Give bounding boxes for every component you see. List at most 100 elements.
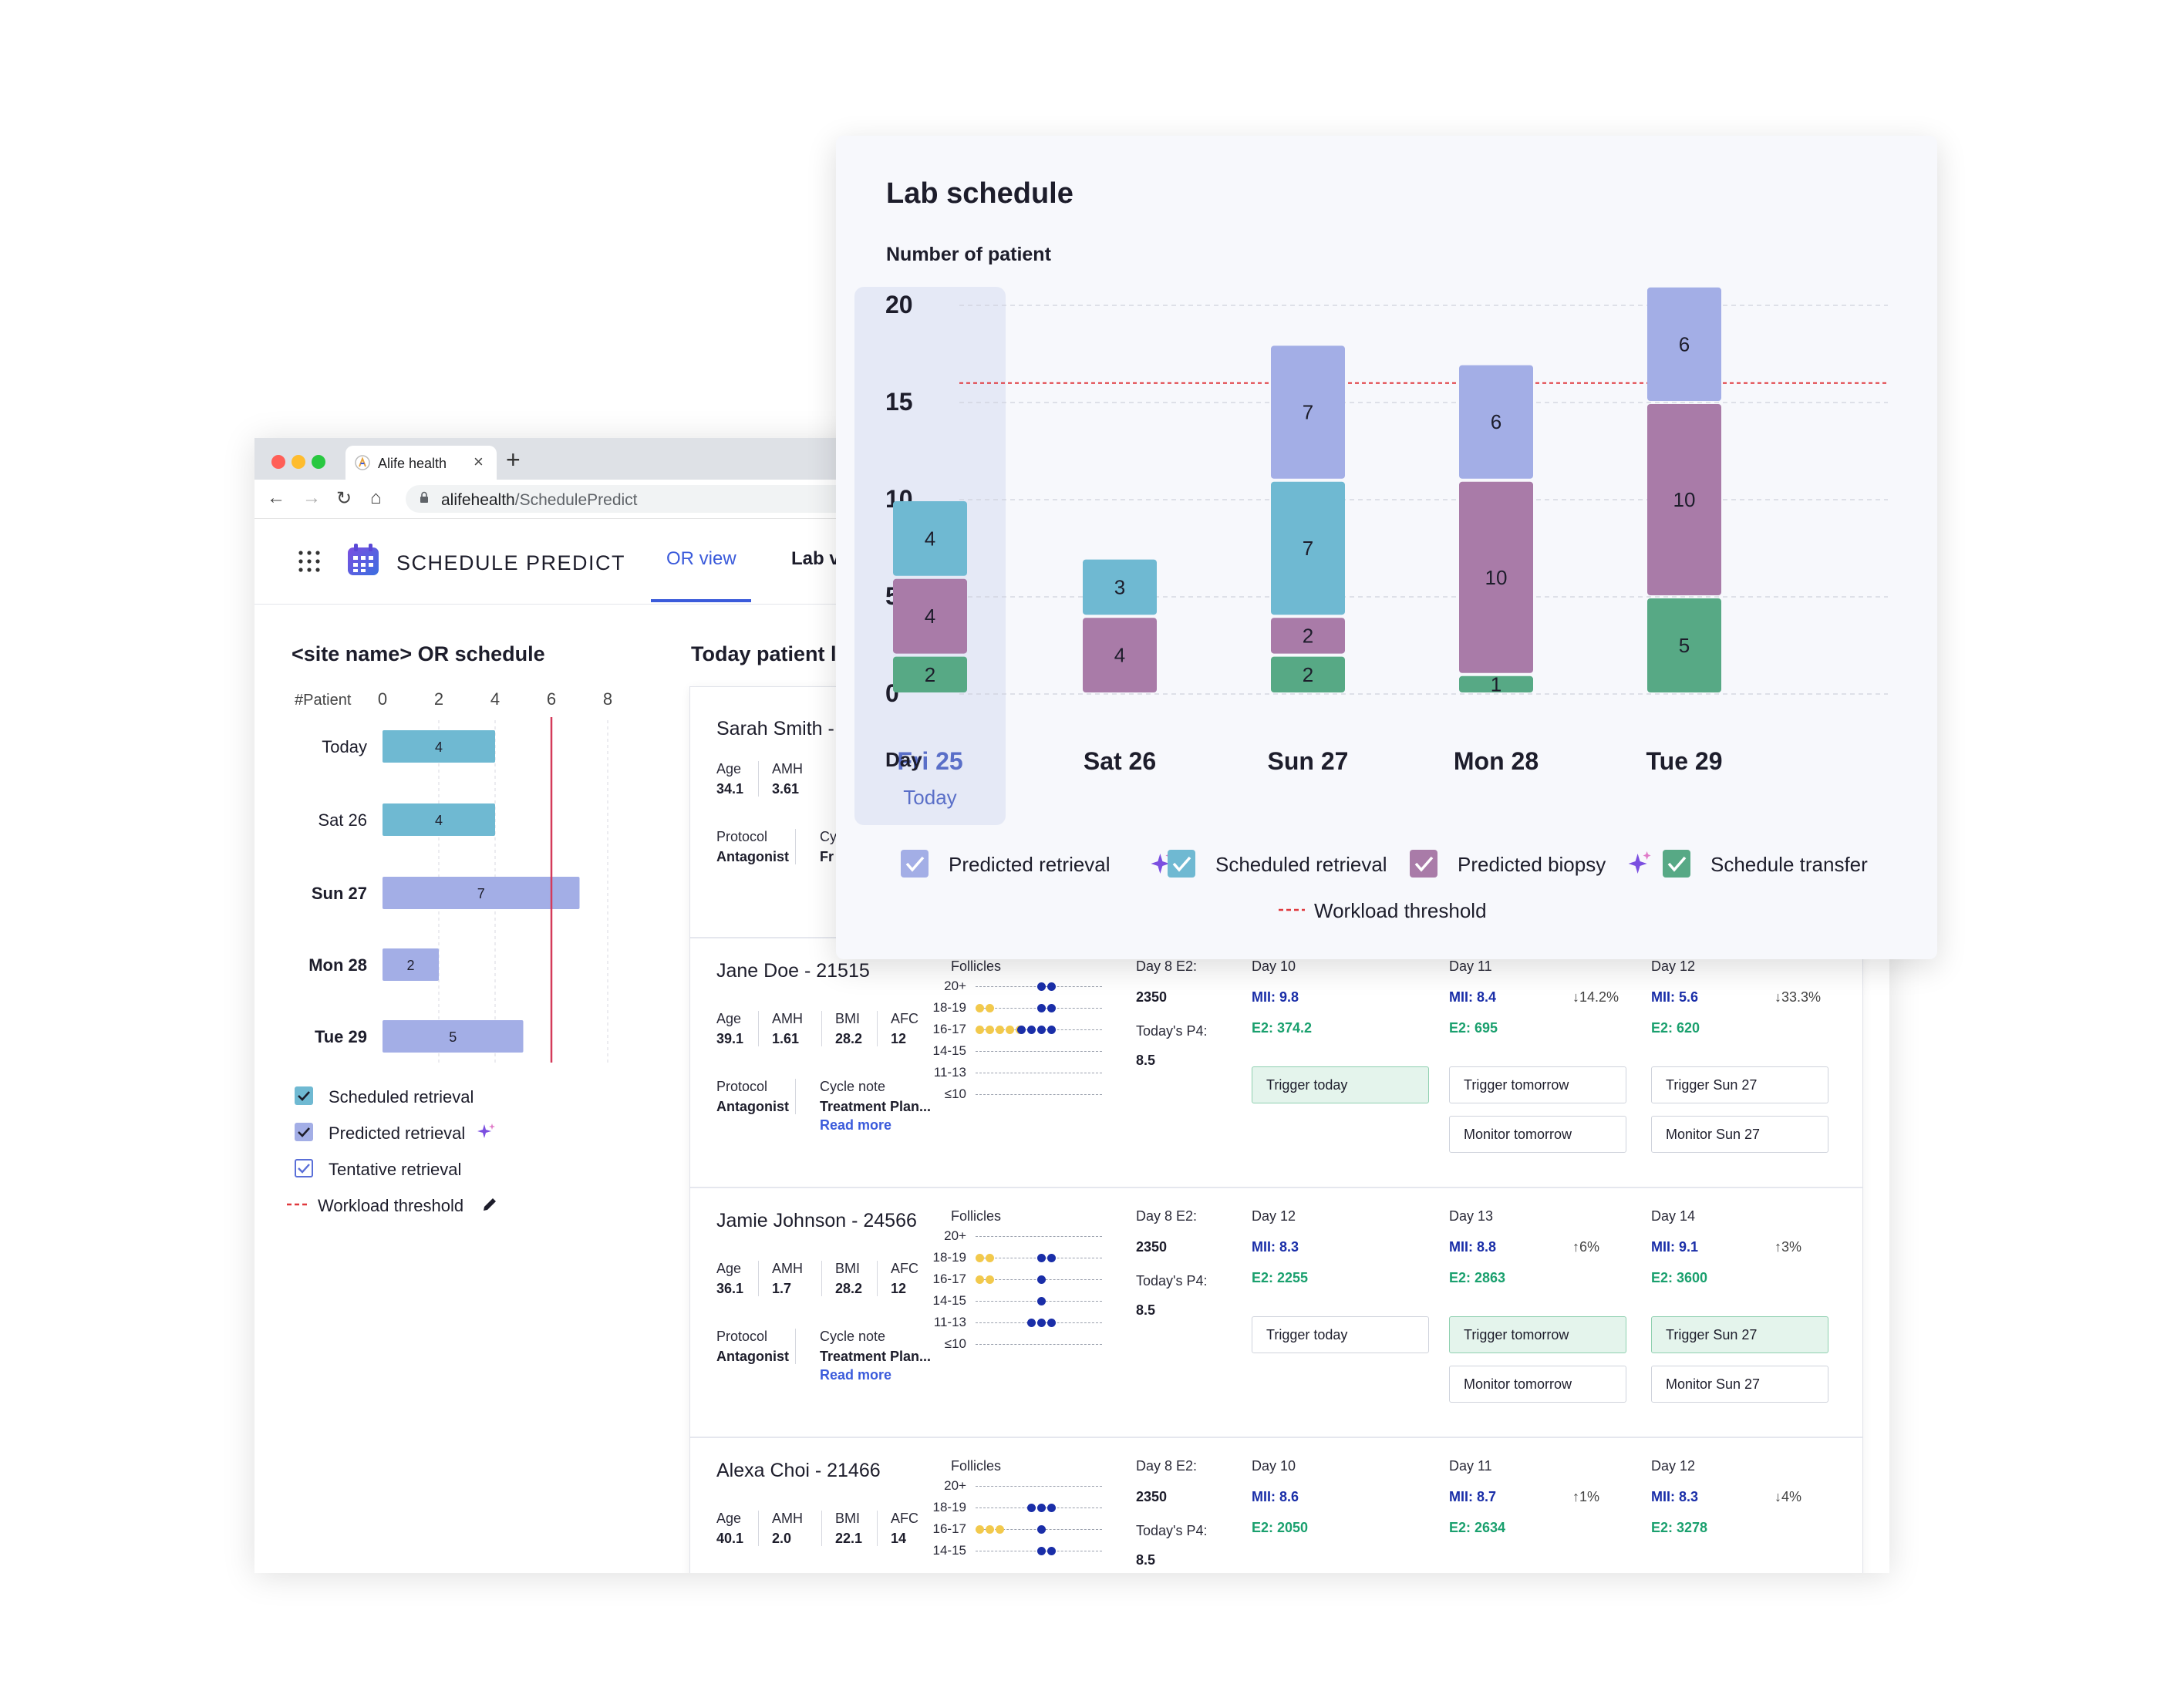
dashed-line-icon [287, 1203, 310, 1206]
bar-segment[interactable] [1083, 559, 1157, 615]
x-tick-label: Fri 25 [897, 747, 962, 775]
legend-checkbox[interactable] [1168, 850, 1195, 878]
tab-or-view[interactable]: OR view [666, 548, 736, 569]
bmi-value: 28.2 [835, 1281, 863, 1296]
legend-label: Workload threshold [318, 1196, 464, 1215]
legend-checkbox[interactable] [1410, 850, 1437, 878]
checkbox-tentative-retrieval[interactable] [295, 1159, 313, 1177]
mii-value: MII: 8.3 [1252, 1239, 1299, 1255]
bar-segment[interactable] [1647, 598, 1721, 692]
tab-title: Alife health [378, 456, 447, 471]
row-label: Sat 26 [318, 810, 367, 830]
action-button[interactable]: Trigger today [1252, 1066, 1429, 1103]
read-more-link[interactable]: Read more [820, 1367, 892, 1383]
action-button[interactable]: Monitor Sun 27 [1651, 1366, 1828, 1403]
bar-segment[interactable] [893, 656, 967, 692]
follicle-dot-blue [1037, 1275, 1046, 1284]
reload-icon[interactable]: ↻ [336, 488, 352, 509]
action-button[interactable]: Monitor tomorrow [1449, 1366, 1626, 1403]
action-button[interactable]: Monitor Sun 27 [1651, 1116, 1828, 1153]
e2-prediction: E2: 2634 [1449, 1520, 1506, 1535]
afc-label: AFC [891, 1011, 918, 1026]
read-more-link[interactable]: Read more [820, 1117, 892, 1133]
bar-segment[interactable] [1083, 618, 1157, 692]
back-arrow-icon[interactable]: ← [267, 487, 285, 508]
day-label: Day 12 [1651, 1458, 1696, 1474]
patient-row[interactable]: Jane Doe - 21515 Age 39.1 AMH 1.61 BMI 28.2 AFC… [690, 937, 1862, 1188]
p4-value: 8.5 [1136, 1053, 1156, 1068]
bar-segment[interactable] [1459, 481, 1533, 673]
bar-segment[interactable] [1271, 618, 1345, 654]
tick-label: 4 [490, 689, 500, 709]
legend-checkbox[interactable] [901, 850, 929, 878]
trend-value: ↑3% [1775, 1239, 1802, 1255]
bar-segment[interactable] [1271, 481, 1345, 615]
sparkle-icon [1643, 851, 1651, 860]
patient-name[interactable]: Sarah Smith - [716, 718, 834, 739]
home-icon[interactable]: ⌂ [370, 487, 382, 508]
bar-segment[interactable] [1459, 365, 1533, 479]
age-value: 36.1 [716, 1281, 744, 1296]
follicle-dot-yellow [976, 1275, 984, 1284]
cycle-note-label: Cy [820, 829, 837, 844]
action-button[interactable]: Trigger tomorrow [1449, 1066, 1626, 1103]
amh-value: 1.61 [772, 1031, 800, 1046]
follicle-dot-blue [1037, 1525, 1046, 1534]
bar[interactable] [383, 877, 580, 909]
close-window-icon[interactable] [271, 455, 285, 469]
p4-label: Today's P4: [1136, 1023, 1208, 1039]
url-text: alifehealth/SchedulePredict [441, 491, 638, 510]
action-button[interactable]: Trigger Sun 27 [1651, 1066, 1828, 1103]
tab-lab-view[interactable]: Lab v [791, 548, 840, 569]
patient-row[interactable]: Alexa Choi - 21466 Age 40.1 AMH 2.0 BMI 22.1 AF… [690, 1437, 1862, 1573]
action-button[interactable]: Monitor tomorrow [1449, 1116, 1626, 1153]
follicle-dot-yellow [1006, 1026, 1014, 1034]
follicle-dot-yellow [976, 1525, 984, 1534]
bar-segment[interactable] [893, 501, 967, 576]
bar-segment[interactable] [1459, 675, 1533, 692]
action-button[interactable]: Trigger Sun 27 [1651, 1316, 1828, 1353]
legend-checkbox[interactable] [1663, 850, 1690, 878]
action-button[interactable]: Trigger tomorrow [1449, 1316, 1626, 1353]
afc-value: 12 [891, 1031, 907, 1046]
bar-segment[interactable] [1647, 404, 1721, 595]
follicles-label: Follicles [951, 958, 1002, 974]
amh-label: AMH [772, 1011, 803, 1026]
bar[interactable] [383, 1020, 524, 1053]
legend-label: Predicted retrieval [949, 853, 1111, 876]
patient-name[interactable]: Alexa Choi - 21466 [716, 1460, 881, 1481]
browser-tab[interactable]: Alife health × [345, 446, 497, 480]
bar-segment[interactable] [1271, 345, 1345, 479]
follicle-bin-label: 14-15 [932, 1043, 966, 1058]
patient-name[interactable]: Jane Doe - 21515 [716, 960, 870, 982]
bar-segment[interactable] [1271, 656, 1345, 692]
checkbox-predicted-retrieval[interactable] [295, 1123, 313, 1141]
afc-value: 12 [891, 1281, 907, 1296]
follicle-dot-blue [1047, 1026, 1056, 1034]
patient-row[interactable]: Jamie Johnson - 24566 Age 36.1 AMH 1.7 BMI 28.… [690, 1187, 1862, 1438]
bar-segment[interactable] [1647, 287, 1721, 401]
day-label: Day 12 [1651, 958, 1696, 974]
cycle-note-value: Fr [820, 849, 834, 864]
maximize-window-icon[interactable] [312, 455, 325, 469]
patient-name[interactable]: Jamie Johnson - 24566 [716, 1210, 917, 1231]
age-value: 34.1 [716, 781, 744, 797]
bar[interactable] [383, 948, 439, 981]
tick-label: 6 [547, 689, 556, 709]
cycle-note-value: Treatment Plan... [820, 1099, 932, 1114]
follicle-bin-label: 18-19 [932, 1500, 966, 1514]
bar[interactable] [383, 730, 495, 763]
new-tab-icon[interactable]: + [506, 446, 521, 473]
forward-arrow-icon[interactable]: → [302, 487, 321, 508]
bmi-label: BMI [835, 1511, 861, 1526]
minimize-window-icon[interactable] [292, 455, 305, 469]
legend-label: Predicted retrieval [329, 1123, 466, 1143]
edit-pencil-icon[interactable] [481, 1196, 498, 1213]
app-grid-icon[interactable] [298, 550, 321, 573]
bar-segment[interactable] [893, 578, 967, 654]
bar[interactable] [383, 803, 495, 836]
close-tab-icon[interactable]: × [474, 452, 484, 471]
action-button[interactable]: Trigger today [1252, 1316, 1429, 1353]
checkbox-scheduled-retrieval[interactable] [295, 1086, 313, 1105]
